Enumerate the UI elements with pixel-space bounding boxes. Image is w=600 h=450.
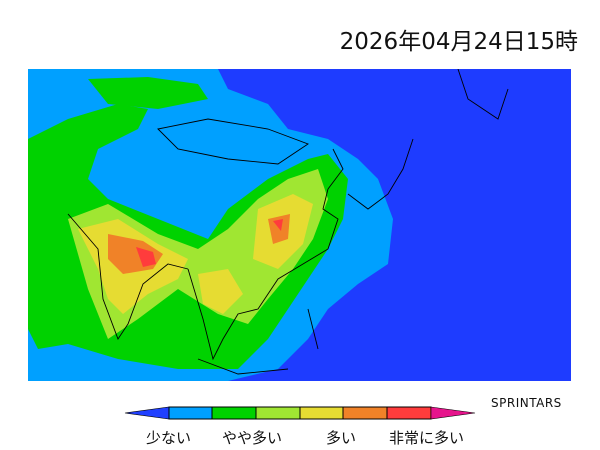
- legend-swatch-1: [168, 406, 213, 420]
- credit-label: SPRINTARS: [491, 396, 562, 410]
- legend-label-somewhat-high: やや多い: [222, 429, 283, 447]
- legend-label-low: 少ない: [146, 429, 192, 447]
- legend-swatch-6: [386, 406, 432, 420]
- aerosol-level6-china: [273, 219, 283, 231]
- aerosol-map: [28, 69, 571, 381]
- legend-swatch-5: [342, 406, 388, 420]
- coastline-indochina: [187, 188, 339, 361]
- legend-swatch-2: [211, 406, 257, 420]
- legend-max-arrow: [430, 406, 476, 420]
- legend-min-arrow: [124, 406, 170, 420]
- coastline-india: [67, 213, 189, 340]
- legend-swatch-4: [299, 406, 344, 420]
- forecast-datetime-title: 2026年04月24日15時: [339, 29, 578, 55]
- legend-swatch-3: [255, 406, 301, 420]
- coastline-korea-japan: [327, 138, 414, 210]
- legend-label-very-high: 非常に多い: [389, 429, 465, 447]
- legend-label-high: 多い: [326, 429, 357, 447]
- aerosol-level6-region: [136, 247, 156, 267]
- border-mongolia: [157, 118, 309, 165]
- coastline-islands: [197, 308, 319, 375]
- legend-colorbar: [124, 406, 476, 420]
- aerosol-level2-north: [88, 77, 208, 109]
- aerosol-level4-indochina: [198, 269, 243, 314]
- coastline-kamchatka: [457, 69, 509, 120]
